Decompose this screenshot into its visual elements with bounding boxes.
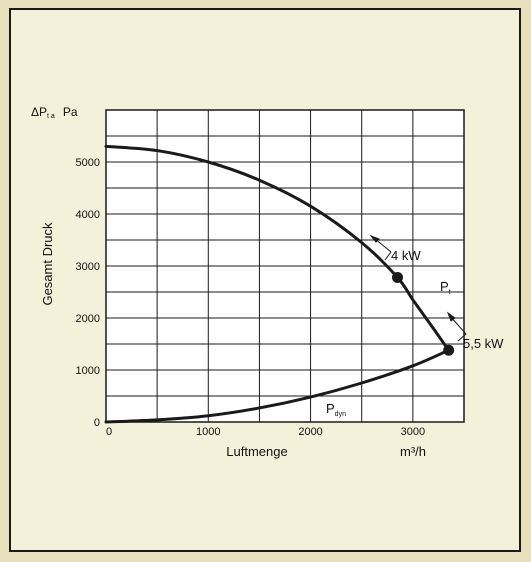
operating-point-4kw: [392, 271, 404, 283]
y-tick-label: 3000: [76, 261, 100, 273]
x-tick-labels: 0 1000 2000 3000: [106, 426, 425, 438]
x-tick-label: 3000: [401, 426, 425, 438]
series-line-pt: [104, 144, 451, 352]
x-tick-label: 2000: [298, 426, 322, 438]
svg-text:Pdyn: Pdyn: [326, 401, 346, 418]
x-axis-label: Luftmenge: [226, 444, 287, 459]
y-tick-labels: 0 1000 2000 3000 4000 5000: [76, 157, 100, 429]
operating-points: [392, 271, 455, 356]
y-tick-label: 1000: [76, 365, 100, 377]
x-axis-unit: m³/h: [400, 444, 426, 459]
x-tick-label: 0: [106, 426, 112, 438]
curves: [104, 144, 451, 424]
chart-card: 0 1000 2000 3000 0 1000 2000 3000 4000 5000 ΔPt …: [9, 8, 521, 552]
operating-point-5-5kw: [443, 344, 455, 356]
series-line-pdyn: [104, 348, 451, 424]
plot-frame: [105, 109, 465, 423]
y-axis-label: Gesamt Druck: [40, 222, 55, 306]
grid: [106, 110, 464, 422]
y-axis-top-label: ΔPt a Pa: [31, 105, 78, 120]
series-label-pt: Pt: [440, 279, 451, 296]
arrow-4kw: [369, 234, 392, 261]
y-tick-label: 0: [94, 417, 100, 429]
y-tick-label: 2000: [76, 313, 100, 325]
point-label-4kw: 4 kW: [391, 248, 421, 263]
arrow-5-5kw: [446, 311, 467, 342]
y-tick-label: 5000: [76, 157, 100, 169]
x-tick-label: 1000: [196, 426, 220, 438]
svg-text:Pt: Pt: [440, 279, 451, 296]
series-label-pdyn: Pdyn: [326, 401, 346, 418]
fan-curve-chart: 0 1000 2000 3000 0 1000 2000 3000 4000 5000 ΔPt …: [31, 105, 504, 459]
point-label-5-5kw: 5,5 kW: [463, 336, 504, 351]
y-tick-label: 4000: [76, 209, 100, 221]
